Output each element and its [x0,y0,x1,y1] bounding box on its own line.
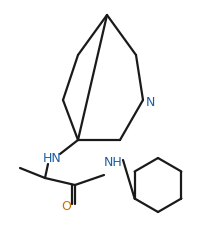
Text: N: N [145,95,155,109]
Text: O: O [61,201,71,213]
Text: HN: HN [43,152,61,164]
Text: NH: NH [104,156,122,169]
